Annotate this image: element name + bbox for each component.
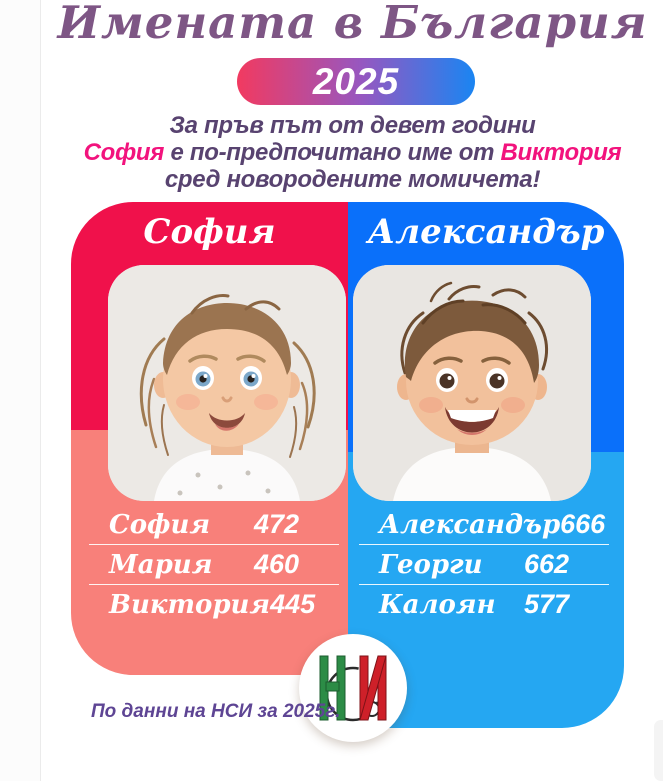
boys-name-list: Александър 666 Георги 662 Калоян 577 [359, 505, 609, 624]
list-item: Георги 662 [359, 544, 609, 584]
girls-panel-title: София [143, 212, 276, 252]
baby-boy-photo [353, 265, 591, 501]
intro-line-2: София е по-предпочитано име от Виктория [41, 139, 663, 166]
list-item: Мария 460 [89, 544, 339, 584]
infographic-card: Имената в България 2025 За пръв път от д… [40, 0, 663, 781]
boys-panel: Александър [348, 202, 624, 728]
girl-name-3: Виктория [109, 589, 271, 620]
baby-girl-illustration [108, 265, 346, 501]
year-badge-label: 2025 [312, 60, 400, 102]
intro-highlight-viktoria: Виктория [500, 139, 622, 167]
girl-name-1: София [109, 509, 211, 540]
baby-girl-photo [108, 265, 346, 501]
list-item: Калоян 577 [359, 584, 609, 624]
boy-name-3: Калоян [379, 589, 496, 620]
boy-count-1: 666 [560, 509, 606, 539]
intro-line-1: За пръв път от девет години [169, 112, 536, 139]
boy-name-2: Георги [379, 549, 483, 580]
boy-count-2: 662 [524, 549, 570, 579]
intro-highlight-sofia: София [83, 139, 165, 167]
boy-name-1: Александър [379, 509, 561, 540]
scrollbar-thumb[interactable] [654, 720, 663, 781]
girl-count-2: 460 [254, 549, 300, 579]
page-title: Имената в България [57, 0, 648, 49]
nsi-logo-icon [319, 655, 387, 722]
boy-count-3: 577 [524, 589, 570, 619]
girl-name-2: Мария [109, 549, 213, 580]
source-note: По данни на НСИ за 2025г. [91, 701, 341, 722]
girls-name-list: София 472 Мария 460 Виктория 445 [89, 505, 339, 624]
girl-count-1: 472 [254, 509, 300, 539]
intro-text: За пръв път от девет години София е по-п… [41, 112, 663, 193]
list-item: Виктория 445 [89, 584, 339, 624]
nsi-logo [299, 634, 407, 742]
list-item: София 472 [89, 505, 339, 544]
girls-panel: София [71, 202, 348, 675]
list-item: Александър 666 [359, 505, 609, 544]
intro-line-3: сред новородените момичета! [164, 166, 541, 194]
boys-panel-title: Александър [367, 212, 605, 252]
intro-line-2-middle: е по-предпочитано име от [164, 139, 501, 167]
year-badge: 2025 [237, 58, 475, 105]
girl-count-3: 445 [270, 589, 316, 619]
baby-boy-illustration [353, 265, 591, 501]
